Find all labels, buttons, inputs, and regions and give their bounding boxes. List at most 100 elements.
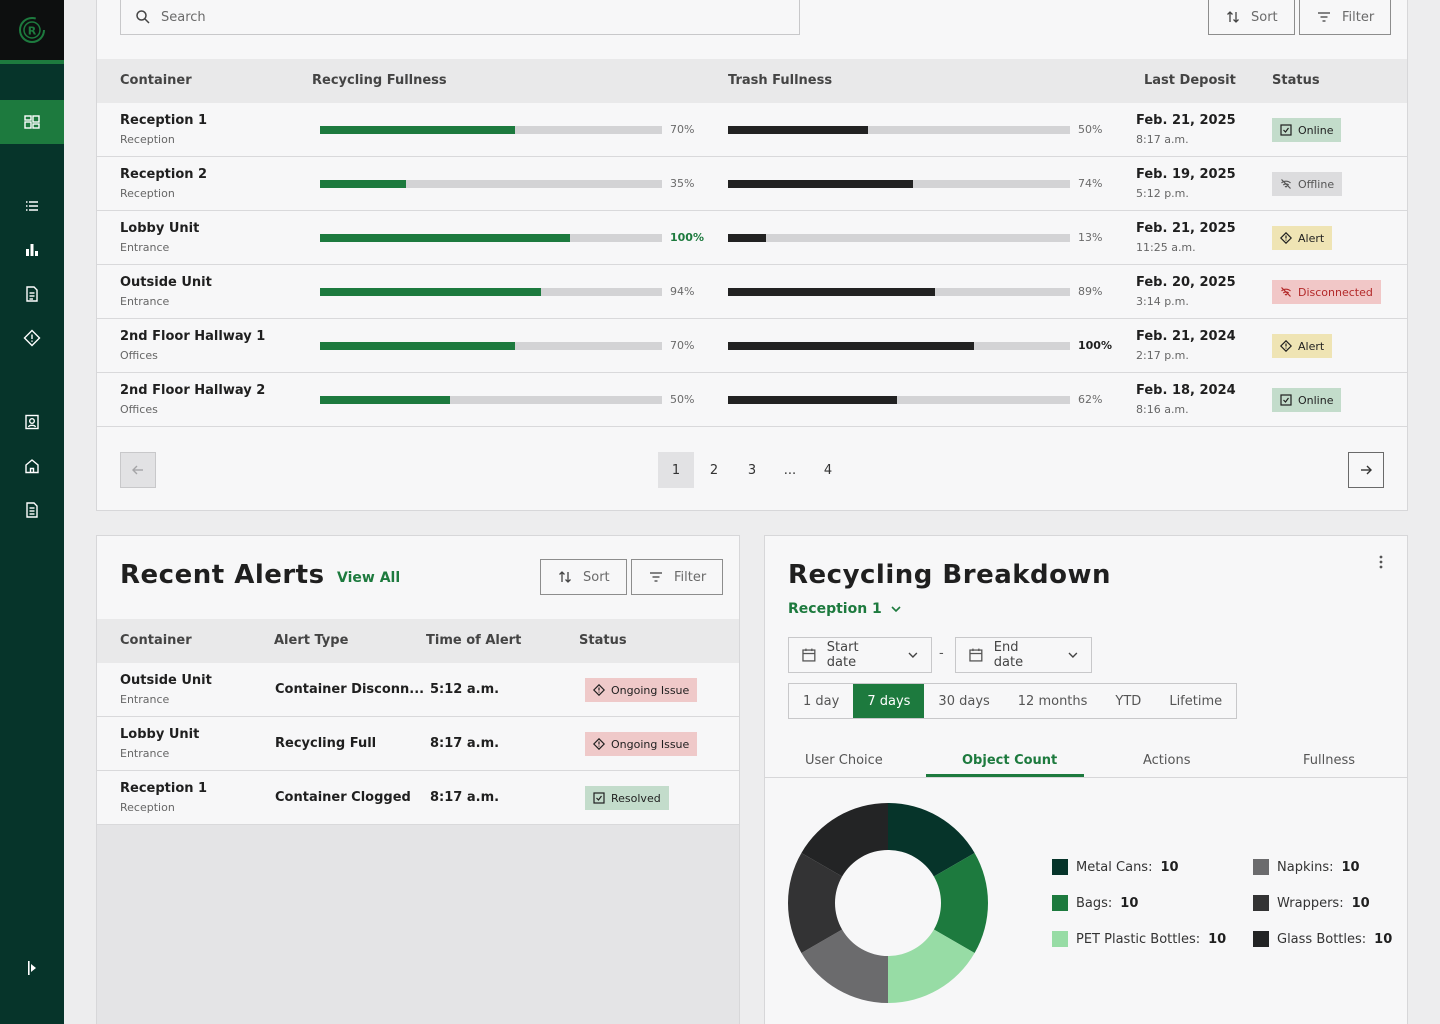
legend-swatch xyxy=(1052,859,1068,875)
donut-slice[interactable] xyxy=(888,803,975,877)
last-deposit-time: 3:14 p.m. xyxy=(1136,295,1189,308)
donut-slice[interactable] xyxy=(801,929,888,1004)
range-option[interactable]: 7 days xyxy=(853,684,925,718)
page-5[interactable]: 4 xyxy=(823,462,833,478)
alert-type: Container Clogged xyxy=(275,790,411,805)
range-option[interactable]: Lifetime xyxy=(1169,693,1223,709)
alert-row[interactable]: Lobby Unit Entrance Recycling Full 8:17 … xyxy=(97,717,739,771)
container-name: Reception 1 xyxy=(120,113,208,128)
donut-slice[interactable] xyxy=(801,803,888,877)
recycling-bar xyxy=(320,288,662,296)
page-4[interactable]: ... xyxy=(783,462,797,478)
nav-list[interactable] xyxy=(0,184,64,228)
recycling-bar xyxy=(320,342,662,350)
view-all-link[interactable]: View All xyxy=(337,570,401,586)
trash-percent: 89% xyxy=(1078,285,1103,298)
trash-percent: 50% xyxy=(1078,123,1103,136)
range-option[interactable]: 1 day xyxy=(803,693,840,709)
donut-slice[interactable] xyxy=(888,929,975,1004)
alerts-sort-button[interactable]: Sort xyxy=(540,559,627,595)
alert-status-label: Resolved xyxy=(611,791,661,805)
recycling-bar-fill xyxy=(320,396,450,404)
nav-contacts[interactable] xyxy=(0,400,64,444)
recycling-percent: 100% xyxy=(670,231,704,244)
time-range-selector: 1 day 7 days 30 days 12 months YTD Lifetime xyxy=(788,683,1238,719)
breakdown-tab[interactable]: Fullness xyxy=(1303,753,1356,768)
start-date-picker[interactable]: Start date xyxy=(788,637,932,673)
trash-bar-fill xyxy=(728,126,869,134)
page-2[interactable]: 2 xyxy=(709,462,719,478)
nav-dashboard[interactable] xyxy=(0,100,64,144)
last-deposit-date: Feb. 21, 2025 xyxy=(1136,221,1236,236)
next-page-button[interactable] xyxy=(1348,452,1384,488)
more-options-button[interactable] xyxy=(1374,554,1388,574)
search-input[interactable]: Search xyxy=(120,0,800,35)
alert-container-name: Outside Unit xyxy=(120,673,212,688)
logo-icon: R xyxy=(19,17,45,43)
last-deposit-time: 5:12 p.m. xyxy=(1136,187,1189,200)
arrow-right-icon xyxy=(1361,465,1372,475)
home-icon xyxy=(25,459,39,474)
breakdown-tab[interactable]: Actions xyxy=(1143,753,1191,768)
sort-icon xyxy=(559,571,571,583)
recycling-bar-fill xyxy=(320,180,406,188)
location-dropdown[interactable]: Reception 1 xyxy=(788,601,902,617)
table-row[interactable]: Outside Unit Entrance 94% 89% Feb. 20, 2… xyxy=(97,265,1407,319)
alerts-header-time[interactable]: Time of Alert xyxy=(426,633,522,648)
alerts-header-status[interactable]: Status xyxy=(579,633,627,648)
table-row[interactable]: Lobby Unit Entrance 100% 13% Feb. 21, 20… xyxy=(97,211,1407,265)
breakdown-tab[interactable]: Object Count xyxy=(962,753,1058,768)
last-deposit-date: Feb. 20, 2025 xyxy=(1136,275,1236,290)
logo[interactable]: R xyxy=(0,0,64,64)
sort-button[interactable]: Sort xyxy=(1208,0,1295,35)
page-3[interactable]: 3 xyxy=(747,462,757,478)
table-row[interactable]: 2nd Floor Hallway 1 Offices 70% 100% Feb… xyxy=(97,319,1407,373)
status-label: Alert xyxy=(1298,339,1325,353)
table-row[interactable]: Reception 2 Reception 35% 74% Feb. 19, 2… xyxy=(97,157,1407,211)
alert-container-location: Entrance xyxy=(120,693,170,706)
recycling-percent: 70% xyxy=(670,123,695,136)
header-status[interactable]: Status xyxy=(1272,73,1320,88)
header-trash[interactable]: Trash Fullness xyxy=(728,73,833,88)
donut-slice[interactable] xyxy=(933,853,988,953)
sidebar-expand-button[interactable] xyxy=(0,946,64,990)
alert-status-badge: Ongoing Issue xyxy=(585,678,698,702)
nav-home[interactable] xyxy=(0,444,64,488)
legend-value: 10 xyxy=(1208,931,1227,947)
nav-analytics[interactable] xyxy=(0,228,64,272)
breakdown-tab[interactable]: User Choice xyxy=(805,753,883,768)
range-option[interactable]: 12 months xyxy=(1017,693,1088,709)
last-deposit-time: 2:17 p.m. xyxy=(1136,349,1189,362)
page-1[interactable]: 1 xyxy=(658,452,694,488)
filter-button[interactable]: Filter xyxy=(1299,0,1392,35)
alert-row[interactable]: Reception 1 Reception Container Clogged … xyxy=(97,771,739,825)
location-label: Reception 1 xyxy=(788,601,882,617)
header-container[interactable]: Container xyxy=(120,73,192,88)
nav-documents[interactable] xyxy=(0,272,64,316)
table-row[interactable]: 2nd Floor Hallway 2 Offices 50% 62% Feb.… xyxy=(97,373,1407,427)
alert-row[interactable]: Outside Unit Entrance Container Disconn.… xyxy=(97,663,739,717)
status-badge: Online xyxy=(1272,118,1342,142)
trash-bar xyxy=(728,126,1070,134)
nav-reports[interactable] xyxy=(0,488,64,532)
alerts-header-type[interactable]: Alert Type xyxy=(274,633,349,648)
legend-item: PET Plastic Bottles: 10 xyxy=(1052,931,1226,947)
donut-slice[interactable] xyxy=(788,853,843,953)
header-recycling[interactable]: Recycling Fullness xyxy=(312,73,447,88)
containers-panel: Search Sort Filter Container Recycling F… xyxy=(96,0,1408,511)
status-badge: Alert xyxy=(1272,334,1333,358)
nav-alerts[interactable] xyxy=(0,316,64,360)
range-option[interactable]: 30 days xyxy=(938,693,990,709)
recycling-bar-fill xyxy=(320,288,541,296)
alerts-filter-button[interactable]: Filter xyxy=(631,559,724,595)
end-date-picker[interactable]: End date xyxy=(955,637,1092,673)
trash-percent: 13% xyxy=(1078,231,1103,244)
table-row[interactable]: Reception 1 Reception 70% 50% Feb. 21, 2… xyxy=(97,103,1407,157)
container-name: Outside Unit xyxy=(120,275,212,290)
header-last-deposit[interactable]: Last Deposit xyxy=(1144,73,1236,88)
alerts-header-container[interactable]: Container xyxy=(120,633,192,648)
prev-page-button[interactable] xyxy=(120,452,156,488)
container-name: 2nd Floor Hallway 1 xyxy=(120,329,266,344)
range-option[interactable]: YTD xyxy=(1115,693,1142,709)
legend-label: Bags: xyxy=(1076,895,1113,911)
